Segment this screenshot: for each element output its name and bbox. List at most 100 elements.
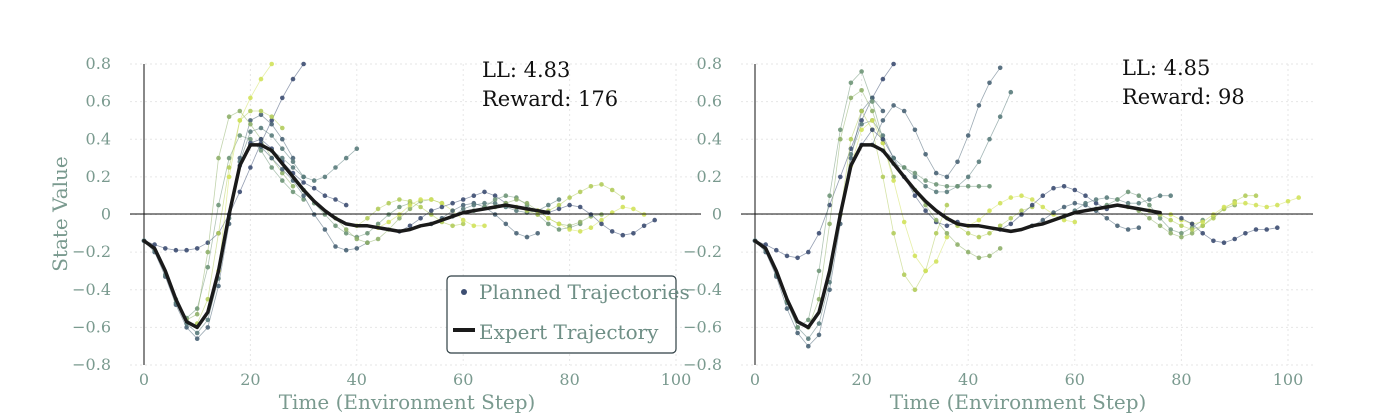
planned-point xyxy=(870,99,875,104)
planned-point xyxy=(258,108,264,114)
planned-point xyxy=(838,174,843,180)
left-expert-trajectory xyxy=(142,143,551,330)
x-tick-label: 60 xyxy=(453,370,473,389)
planned-point xyxy=(397,216,402,221)
planned-point xyxy=(912,287,918,293)
planned-point xyxy=(322,193,328,198)
planned-point xyxy=(524,200,530,206)
planned-trajectory-line xyxy=(839,110,948,291)
right-ll-annotation: LL: 4.85 xyxy=(1122,56,1210,80)
planned-point xyxy=(901,219,907,225)
planned-point xyxy=(375,206,381,212)
planned-point xyxy=(216,231,221,236)
right-panel: −0.8 −0.6 −0.4 −0.2 0 0.2 0.4 0.6 0.8 0 20 40 60 80 1… xyxy=(683,54,1313,414)
planned-point xyxy=(397,204,402,210)
planned-point xyxy=(301,180,306,185)
planned-point xyxy=(1083,193,1088,198)
planned-point xyxy=(205,317,211,323)
planned-point xyxy=(912,253,918,259)
planned-point xyxy=(859,69,864,74)
y-tick-label: −0.6 xyxy=(72,317,111,336)
planned-point xyxy=(535,231,540,236)
planned-point xyxy=(1104,216,1110,221)
planned-point xyxy=(997,114,1003,119)
planned-point xyxy=(891,103,896,108)
planned-point xyxy=(429,208,434,213)
planned-point xyxy=(1157,193,1163,198)
planned-point xyxy=(1264,204,1269,210)
planned-point xyxy=(1083,200,1088,206)
left-panel: −0.8 −0.6 −0.4 −0.2 0 0.2 0.4 0.6 0.8 0 20 40 60 80 1… xyxy=(48,54,701,414)
planned-point xyxy=(933,189,939,195)
planned-point xyxy=(407,223,413,229)
planned-point xyxy=(226,174,232,180)
planned-point xyxy=(1136,200,1142,206)
planned-point xyxy=(1168,193,1173,198)
legend-expert-label: Expert Trajectory xyxy=(479,320,659,344)
planned-point xyxy=(859,127,864,133)
planned-point xyxy=(987,231,992,236)
planned-point xyxy=(173,247,179,253)
planned-point xyxy=(1200,231,1205,236)
planned-point xyxy=(482,200,487,206)
planned-point xyxy=(290,76,296,82)
planned-point xyxy=(795,255,800,261)
planned-point xyxy=(343,231,349,236)
planned-point xyxy=(311,178,317,183)
planned-point xyxy=(1008,195,1014,200)
planned-point xyxy=(343,202,349,208)
planned-point xyxy=(1275,202,1280,208)
planned-point xyxy=(1253,202,1259,208)
planned-point xyxy=(933,231,939,236)
planned-point xyxy=(965,249,971,255)
planned-point xyxy=(418,204,423,210)
planned-point xyxy=(609,229,615,234)
planned-point xyxy=(848,95,854,101)
planned-point xyxy=(205,264,211,270)
y-tick-label: −0.8 xyxy=(72,355,111,374)
y-tick-label: 0.6 xyxy=(86,92,111,111)
planned-point xyxy=(944,231,950,236)
y-tick-label: 0.8 xyxy=(86,54,111,73)
planned-point xyxy=(290,184,296,189)
planned-point xyxy=(620,204,626,210)
planned-point xyxy=(976,255,982,261)
planned-point xyxy=(1221,240,1227,245)
planned-point xyxy=(976,217,982,223)
planned-point xyxy=(205,325,211,330)
planned-point xyxy=(301,174,306,180)
planned-point xyxy=(1072,187,1078,193)
planned-point xyxy=(1040,204,1046,210)
planned-point xyxy=(870,127,875,133)
planned-point xyxy=(546,216,551,221)
planned-point xyxy=(987,136,992,142)
planned-point xyxy=(1115,197,1120,202)
planned-point xyxy=(1125,189,1131,195)
planned-trajectory-line xyxy=(1181,217,1278,244)
planned-point xyxy=(1072,219,1078,225)
planned-point xyxy=(912,193,918,198)
planned-point xyxy=(848,80,854,86)
left-y-tick-labels: −0.8 −0.6 −0.4 −0.2 0 0.2 0.4 0.6 0.8 xyxy=(72,54,111,374)
planned-point xyxy=(280,167,285,172)
planned-point xyxy=(1093,197,1099,202)
planned-point xyxy=(891,178,896,183)
planned-point xyxy=(965,133,971,138)
y-tick-label: −0.2 xyxy=(683,242,722,261)
planned-point xyxy=(194,330,200,336)
planned-point xyxy=(933,170,939,176)
planned-point xyxy=(577,229,583,234)
planned-point xyxy=(248,129,253,134)
planned-point xyxy=(901,272,907,278)
planned-point xyxy=(546,202,551,208)
planned-point xyxy=(343,155,349,161)
planned-point xyxy=(1189,227,1195,232)
planned-point xyxy=(482,223,487,229)
planned-point xyxy=(795,325,800,330)
planned-point xyxy=(912,174,918,180)
planned-point xyxy=(556,227,562,232)
planned-point xyxy=(258,112,264,118)
planned-point xyxy=(1264,227,1269,232)
planned-point xyxy=(848,152,854,157)
planned-point xyxy=(418,197,423,202)
